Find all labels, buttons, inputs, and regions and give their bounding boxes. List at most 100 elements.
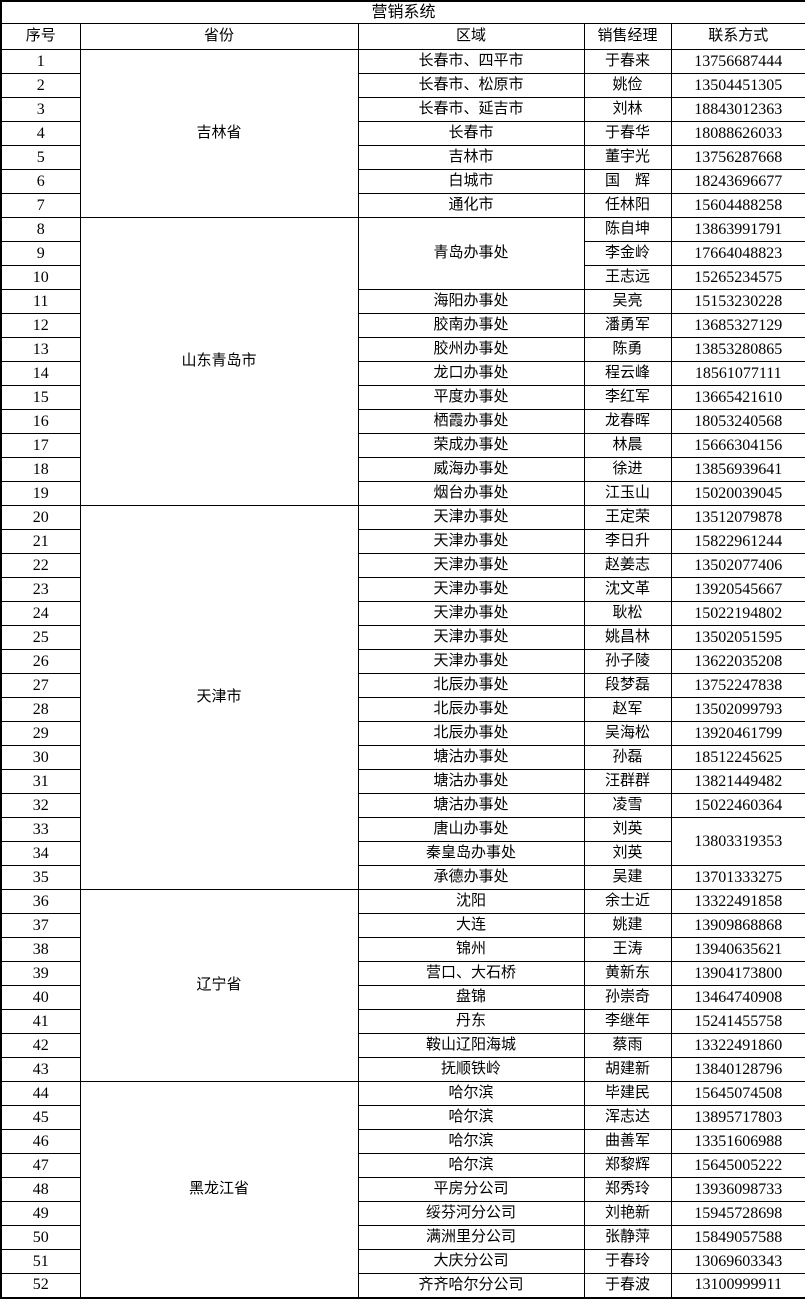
manager-cell: 李红军 bbox=[583, 385, 672, 410]
manager-cell: 刘艳新 bbox=[583, 1201, 672, 1226]
contact-cell: 13622035208 bbox=[670, 649, 805, 674]
contact-cell: 13920545667 bbox=[670, 577, 805, 602]
manager-cell: 程云峰 bbox=[583, 361, 672, 386]
region-cell: 丹东 bbox=[357, 1009, 585, 1034]
table-row: 46 哈尔滨 曲善军 13351606988 bbox=[0, 1129, 805, 1154]
manager-cell: 赵姜志 bbox=[583, 553, 672, 578]
contact-cell: 18053240568 bbox=[670, 409, 805, 434]
region-cell: 满洲里分公司 bbox=[357, 1225, 585, 1250]
manager-cell: 姚昌林 bbox=[583, 625, 672, 650]
table-row: 4 长春市 于春华 18088626033 bbox=[0, 121, 805, 146]
contact-cell: 13701333275 bbox=[670, 865, 805, 890]
row-number-cell: 44 bbox=[0, 1081, 81, 1106]
table-row: 13 胶州办事处 陈勇 13853280865 bbox=[0, 337, 805, 362]
title-row: 营销系统 bbox=[0, 0, 805, 24]
table-row: 35 承德办事处 吴建 13701333275 bbox=[0, 865, 805, 890]
row-number-cell: 12 bbox=[0, 313, 81, 338]
region-cell: 鞍山辽阳海城 bbox=[357, 1033, 585, 1058]
row-number-cell: 49 bbox=[0, 1201, 81, 1226]
manager-cell: 浑志达 bbox=[583, 1105, 672, 1130]
region-cell: 烟台办事处 bbox=[357, 481, 585, 506]
region-cell: 龙口办事处 bbox=[357, 361, 585, 386]
manager-cell: 曲善军 bbox=[583, 1129, 672, 1154]
contact-cell: 18843012363 bbox=[670, 97, 805, 122]
contact-cell: 13322491858 bbox=[670, 889, 805, 914]
contact-cell: 15153230228 bbox=[670, 289, 805, 314]
table-row: 32 塘沽办事处 凌雪 15022460364 bbox=[0, 793, 805, 818]
region-cell: 北辰办事处 bbox=[357, 721, 585, 746]
manager-cell: 孙子陵 bbox=[583, 649, 672, 674]
manager-cell: 徐进 bbox=[583, 457, 672, 482]
contact-cell: 13322491860 bbox=[670, 1033, 805, 1058]
row-number-cell: 26 bbox=[0, 649, 81, 674]
contact-cell: 18561077111 bbox=[670, 361, 805, 386]
column-header-no: 序号 bbox=[0, 23, 81, 50]
header-row: 序号 省份 区域 销售经理 联系方式 bbox=[0, 23, 805, 50]
contact-cell: 13100999911 bbox=[670, 1273, 805, 1298]
contact-cell: 13936098733 bbox=[670, 1177, 805, 1202]
row-number-cell: 38 bbox=[0, 937, 81, 962]
contact-cell: 13909868868 bbox=[670, 913, 805, 938]
row-number-cell: 39 bbox=[0, 961, 81, 986]
table-row: 1 吉林省 长春市、四平市 于春来 13756687444 bbox=[0, 49, 805, 218]
contact-cell: 15241455758 bbox=[670, 1009, 805, 1034]
manager-cell: 潘勇军 bbox=[583, 313, 672, 338]
column-header-manager: 销售经理 bbox=[583, 23, 672, 50]
region-cell: 锦州 bbox=[357, 937, 585, 962]
row-number-cell: 17 bbox=[0, 433, 81, 458]
region-cell: 齐齐哈尔分公司 bbox=[357, 1273, 585, 1298]
province-cell: 山东青岛市 bbox=[79, 217, 359, 506]
row-number-cell: 22 bbox=[0, 553, 81, 578]
table-row: 34 秦皇岛办事处 刘英 bbox=[0, 841, 805, 866]
region-cell: 海阳办事处 bbox=[357, 289, 585, 314]
manager-cell: 吴海松 bbox=[583, 721, 672, 746]
table-row: 36 辽宁省 沈阳 余士近 13322491858 bbox=[0, 889, 805, 1082]
region-cell: 平房分公司 bbox=[357, 1177, 585, 1202]
row-number-cell: 30 bbox=[0, 745, 81, 770]
manager-cell: 于春波 bbox=[583, 1273, 672, 1298]
row-number-cell: 42 bbox=[0, 1033, 81, 1058]
row-number-cell: 1 bbox=[0, 49, 81, 74]
contact-cell: 15022194802 bbox=[670, 601, 805, 626]
contact-cell: 13665421610 bbox=[670, 385, 805, 410]
province-cell: 黑龙江省 bbox=[79, 1081, 359, 1298]
region-cell: 天津办事处 bbox=[357, 625, 585, 650]
manager-cell: 江玉山 bbox=[583, 481, 672, 506]
table-row: 25 天津办事处 姚昌林 13502051595 bbox=[0, 625, 805, 650]
table-row: 15 平度办事处 李红军 13665421610 bbox=[0, 385, 805, 410]
manager-cell: 郑黎辉 bbox=[583, 1153, 672, 1178]
row-number-cell: 47 bbox=[0, 1153, 81, 1178]
manager-cell: 李日升 bbox=[583, 529, 672, 554]
row-number-cell: 33 bbox=[0, 817, 81, 842]
region-cell: 天津办事处 bbox=[357, 505, 585, 530]
region-cell: 胶南办事处 bbox=[357, 313, 585, 338]
manager-cell: 刘英 bbox=[583, 817, 672, 842]
contact-cell: 13863991791 bbox=[670, 217, 805, 242]
manager-cell: 龙春晖 bbox=[583, 409, 672, 434]
region-cell: 长春市、松原市 bbox=[357, 73, 585, 98]
row-number-cell: 18 bbox=[0, 457, 81, 482]
row-number-cell: 13 bbox=[0, 337, 81, 362]
contact-cell: 13351606988 bbox=[670, 1129, 805, 1154]
row-number-cell: 28 bbox=[0, 697, 81, 722]
table-row: 17 荣成办事处 林晨 15666304156 bbox=[0, 433, 805, 458]
row-number-cell: 52 bbox=[0, 1273, 81, 1298]
region-cell: 天津办事处 bbox=[357, 529, 585, 554]
manager-cell: 王涛 bbox=[583, 937, 672, 962]
row-number-cell: 23 bbox=[0, 577, 81, 602]
region-cell: 塘沽办事处 bbox=[357, 745, 585, 770]
manager-cell: 汪群群 bbox=[583, 769, 672, 794]
contact-cell: 13756287668 bbox=[670, 145, 805, 170]
table-body: 1 吉林省 长春市、四平市 于春来 13756687444 2 长春市、松原市 姚俭 13504… bbox=[0, 49, 805, 1298]
row-number-cell: 16 bbox=[0, 409, 81, 434]
row-number-cell: 50 bbox=[0, 1225, 81, 1250]
page-title: 营销系统 bbox=[0, 0, 805, 24]
row-number-cell: 37 bbox=[0, 913, 81, 938]
manager-cell: 毕建民 bbox=[583, 1081, 672, 1106]
row-number-cell: 25 bbox=[0, 625, 81, 650]
manager-cell: 李金岭 bbox=[583, 241, 672, 266]
row-number-cell: 3 bbox=[0, 97, 81, 122]
region-cell: 天津办事处 bbox=[357, 649, 585, 674]
manager-cell: 沈文革 bbox=[583, 577, 672, 602]
region-cell: 长春市、延吉市 bbox=[357, 97, 585, 122]
